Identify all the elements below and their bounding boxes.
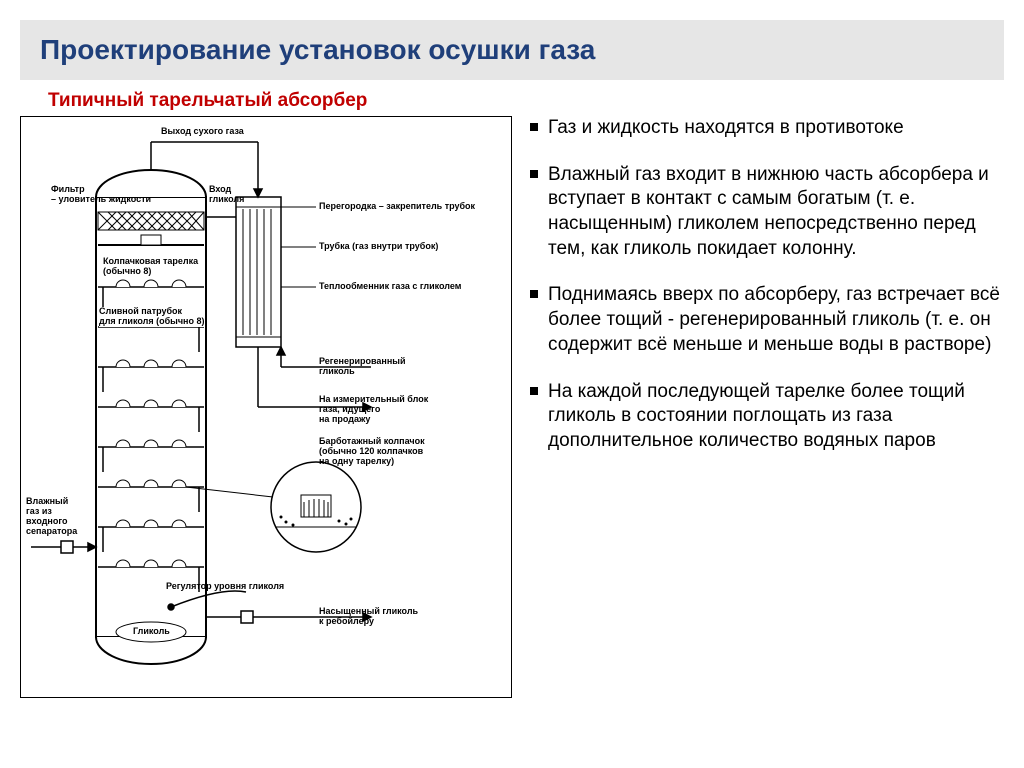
bullet-column: Газ и жидкость находятся в противотоке В… [512, 116, 1004, 698]
lbl-level: Регулятор уровня гликоля [166, 582, 284, 592]
lbl-glycol: Гликоль [133, 627, 170, 637]
slide-title-bar: Проектирование установок осушки газа [20, 20, 1004, 80]
bullet-item: Поднимаясь вверх по абсорберу, газ встре… [528, 283, 1004, 357]
bullet-item: Влажный газ входит в нижнюю часть абсорб… [528, 163, 1004, 262]
bullet-item: На каждой последующей тарелке более тощи… [528, 380, 1004, 454]
lbl-glycol-in: Вход гликоля [209, 185, 244, 205]
lbl-tube: Трубка (газ внутри трубок) [319, 242, 438, 252]
lbl-wet-gas: Влажный газ из входного сепаратора [26, 497, 77, 537]
lbl-regen: Регенерированный гликоль [319, 357, 406, 377]
content-row: Выход сухого газа Фильтр – уловитель жид… [0, 116, 1024, 698]
bullet-item: Газ и жидкость находятся в противотоке [528, 116, 1004, 141]
lbl-filter: Фильтр – уловитель жидкости [51, 185, 151, 205]
slide-title: Проектирование установок осушки газа [40, 34, 984, 66]
lbl-cap-tray: Колпачковая тарелка (обычно 8) [103, 257, 198, 277]
lbl-hex: Теплообменник газа с гликолем [319, 282, 461, 292]
lbl-meter: На измерительный блок газа, идущего на п… [319, 395, 428, 425]
lbl-sat-glycol: Насыщенный гликоль к ребойлеру [319, 607, 418, 627]
slide-subtitle: Типичный тарельчатый абсорбер [48, 90, 1024, 112]
lbl-downcomer: Сливной патрубок для гликоля (обычно 8) [99, 307, 205, 327]
lbl-bubble-cap: Барботажный колпачок (обычно 120 колпачк… [319, 437, 425, 467]
bullet-list: Газ и жидкость находятся в противотоке В… [528, 116, 1004, 454]
lbl-top-outlet: Выход сухого газа [161, 127, 244, 137]
lbl-partition: Перегородка – закрепитель трубок [319, 202, 475, 212]
diagram-container: Выход сухого газа Фильтр – уловитель жид… [20, 116, 512, 698]
